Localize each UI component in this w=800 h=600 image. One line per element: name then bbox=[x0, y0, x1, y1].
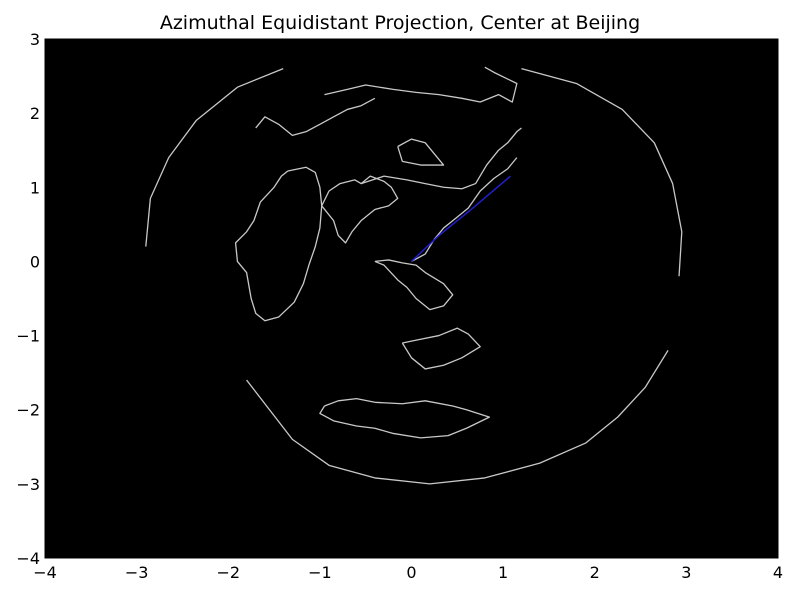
plot-background bbox=[45, 39, 778, 558]
x-tick-label: −3 bbox=[125, 563, 149, 582]
x-tick-label: 3 bbox=[681, 563, 691, 582]
coastline-6 bbox=[324, 66, 518, 103]
x-tick-label: 4 bbox=[773, 563, 783, 582]
x-tick-label: −2 bbox=[216, 563, 240, 582]
coastline-4 bbox=[360, 127, 522, 190]
y-tick-label: −1 bbox=[16, 327, 40, 346]
coastline-11 bbox=[145, 68, 284, 247]
y-tick-label: 2 bbox=[30, 104, 40, 123]
y-tick-label: 1 bbox=[30, 178, 40, 197]
coastline-layer bbox=[145, 66, 683, 485]
coastline-9 bbox=[319, 397, 491, 439]
x-tick-label: 2 bbox=[590, 563, 600, 582]
y-tick-label: −2 bbox=[16, 401, 40, 420]
coastline-10 bbox=[246, 350, 669, 485]
y-tick-label: 0 bbox=[30, 252, 40, 271]
y-tick-label: −3 bbox=[16, 475, 40, 494]
x-tick-label: 1 bbox=[498, 563, 508, 582]
y-tick-label: 3 bbox=[30, 30, 40, 49]
y-tick-label: −4 bbox=[16, 549, 40, 568]
x-tick-label: −4 bbox=[33, 563, 57, 582]
coastline-2 bbox=[374, 259, 454, 311]
y-axis-ticks: −4 −3 −2 −1 0 1 2 3 bbox=[16, 30, 778, 568]
coastline-3 bbox=[411, 157, 518, 263]
chart-title: Azimuthal Equidistant Projection, Center… bbox=[159, 12, 641, 34]
x-axis-ticks: −4 −3 −2 −1 0 1 2 3 4 bbox=[33, 39, 783, 582]
coastline-0 bbox=[234, 166, 323, 322]
great-circle-route bbox=[410, 175, 511, 262]
coastline-1 bbox=[321, 175, 399, 244]
coastline-12 bbox=[521, 68, 683, 277]
coastline-7 bbox=[255, 97, 376, 137]
x-tick-label: −1 bbox=[308, 563, 332, 582]
coastline-5 bbox=[397, 138, 445, 166]
coastline-8 bbox=[401, 327, 481, 370]
x-tick-label: 0 bbox=[406, 563, 416, 582]
